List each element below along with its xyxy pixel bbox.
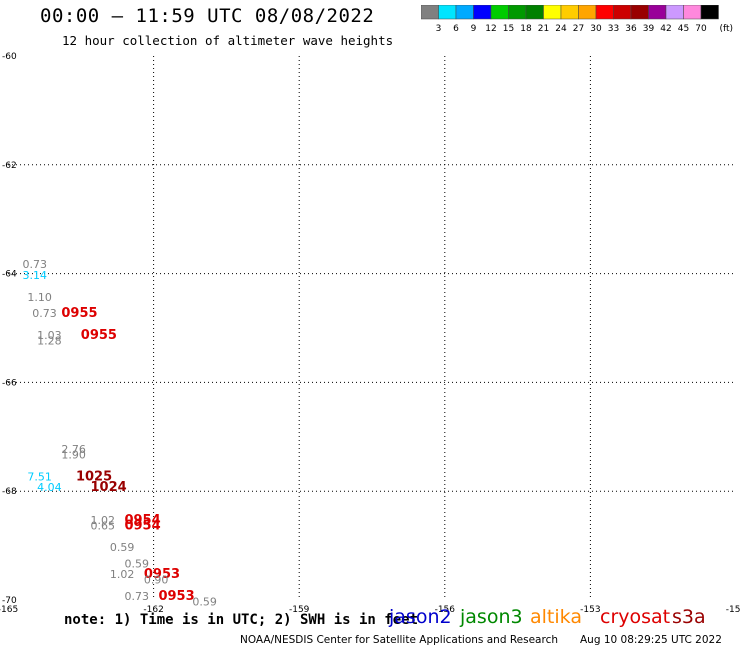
page-title: 00:00 – 11:59 UTC 08/08/2022 [40,5,375,27]
time-label: 0953 [144,567,180,582]
y-tick-label: -62 [2,161,17,171]
colorbar-label: 12 [485,24,496,34]
wave-height-label: 2.76 [61,443,86,456]
wave-height-label: 1.03 [37,329,62,342]
time-label: 0953 [158,589,194,604]
colorbar-label: 33 [608,24,619,34]
colorbar-label: 3 [436,24,442,34]
colorbar-label: 70 [695,24,707,34]
time-label: 0954 [124,518,160,533]
wave-height-label: 4.04 [37,481,62,494]
colorbar-label: 9 [471,24,477,34]
wave-height-label: 0.73 [23,258,47,271]
colorbar-label: 45 [678,24,689,34]
time-label: 1025 [76,469,112,484]
time-label: 1024 [91,480,127,495]
footer-note: note: 1) Time is in UTC; 2) SWH is in fe… [64,612,419,628]
x-tick-label: -159 [289,605,310,615]
colorbar-label: 24 [555,24,567,34]
wave-height-label: 0.73 [32,307,57,320]
wave-height-label: 1.02 [91,514,116,527]
wave-height-label: 1.10 [27,291,52,304]
legend-jason3: jason3 [460,606,523,628]
colorbar-label: 27 [573,24,584,34]
colorbar-label: 6 [453,24,459,34]
wave-height-label: 0.90 [144,574,169,587]
y-tick-label: -68 [2,487,17,497]
x-tick-label: -165 [0,605,18,615]
y-tick-label: -66 [2,378,17,388]
legend-jason2: jason2 [389,606,452,628]
footer-timestamp: Aug 10 08:29:25 UTC 2022 [580,634,722,646]
colorbar-label: 36 [625,24,637,34]
wave-height-label: 1.28 [37,334,62,347]
colorbar-swatch [700,5,719,20]
legend-cryosat: cryosat [600,606,671,628]
colorbar-label: 30 [590,24,602,34]
footer-credit: NOAA/NESDIS Center for Satellite Applica… [240,634,558,646]
wave-height-label: 3.14 [23,269,47,282]
legend-s3a: s3a [672,606,706,628]
time-label: 0954 [124,513,160,528]
x-tick-label: -156 [435,605,456,615]
time-label: 0955 [61,306,97,321]
y-tick-label: -60 [2,52,17,62]
colorbar-label: 42 [660,24,671,34]
page-subtitle: 12 hour collection of altimeter wave hei… [62,33,394,48]
x-tick-label: -153 [580,605,600,615]
wave-height-label: 0.65 [91,519,116,532]
wave-height-label: 1.90 [61,449,86,462]
colorbar-label: 39 [643,24,655,34]
x-tick-label: -162 [143,605,163,615]
time-label: 0955 [81,328,117,343]
wave-height-label: 0.73 [124,590,149,603]
colorbar-label: 15 [503,24,514,34]
colorbar-unit: (ft) [719,24,733,34]
x-tick-label: -150 [726,605,740,615]
colorbar: 3 6 9 12 15 18 21 24 27 30 33 36 39 42 45 70 (ft) [421,5,733,34]
wave-height-label: 7.51 [27,470,52,483]
y-tick-label: -64 [2,270,17,280]
colorbar-label: 21 [538,24,549,34]
wave-height-label: 0.59 [192,595,217,608]
wave-height-label: 0.59 [110,541,135,554]
y-tick-label: -70 [2,596,17,606]
wave-height-label: 1.02 [110,568,135,581]
legend-altika: altika [530,606,582,628]
wave-height-label: 0.59 [124,557,149,570]
colorbar-label: 18 [520,24,532,34]
